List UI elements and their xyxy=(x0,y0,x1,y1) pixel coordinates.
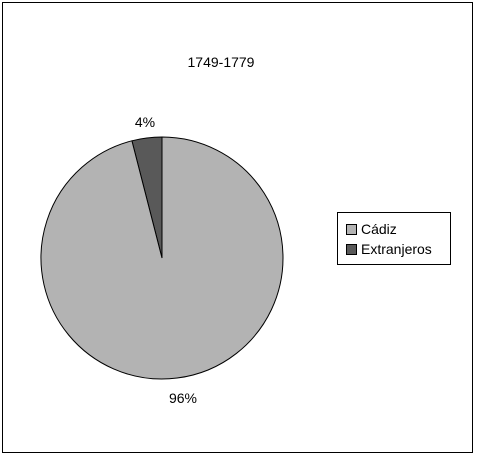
data-label-extranjeros: 4% xyxy=(135,114,155,130)
legend-label-cadiz: Cádiz xyxy=(361,221,397,237)
legend-swatch-cadiz xyxy=(346,223,357,235)
legend-label-extranjeros: Extranjeros xyxy=(361,241,432,257)
legend: Cádiz Extranjeros xyxy=(337,212,451,265)
legend-swatch-extranjeros xyxy=(346,243,357,255)
chart-frame: 1749-1779 96% 4% Cádiz Extranjeros xyxy=(2,2,473,453)
data-label-cadiz: 96% xyxy=(169,390,197,406)
legend-item-cadiz: Cádiz xyxy=(346,219,450,239)
legend-item-extranjeros: Extranjeros xyxy=(346,239,450,259)
pie-slice-cadiz xyxy=(40,136,284,380)
pie-chart: 1749-1779 96% 4% xyxy=(40,54,284,406)
pie-slices xyxy=(40,136,284,380)
chart-title: 1749-1779 xyxy=(188,54,255,70)
